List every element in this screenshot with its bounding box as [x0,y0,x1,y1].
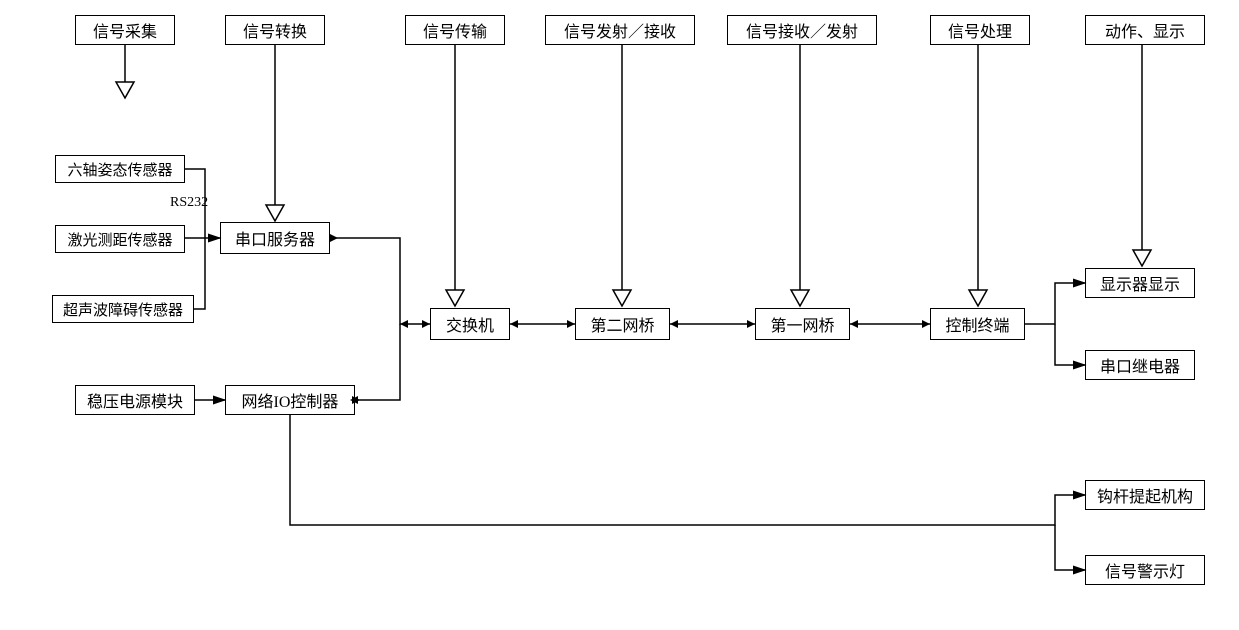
label-rs232: RS232 [170,195,208,211]
box-netio-controller: 网络IO控制器 [225,385,355,415]
box-serial-server: 串口服务器 [220,222,330,254]
hdr-signal-rxtx: 信号接收／发射 [727,15,877,45]
hdr-signal-txrx: 信号发射／接收 [545,15,695,45]
box-power-module: 稳压电源模块 [75,385,195,415]
box-hook-lift: 钩杆提起机构 [1085,480,1205,510]
box-6axis-sensor: 六轴姿态传感器 [55,155,185,183]
hdr-signal-process: 信号处理 [930,15,1030,45]
hdr-signal-convert: 信号转换 [225,15,325,45]
box-warn-light: 信号警示灯 [1085,555,1205,585]
box-serial-relay: 串口继电器 [1085,350,1195,380]
hdr-action-display: 动作、显示 [1085,15,1205,45]
box-display: 显示器显示 [1085,268,1195,298]
box-switch: 交换机 [430,308,510,340]
hdr-signal-acquire: 信号采集 [75,15,175,45]
box-bridge1: 第一网桥 [755,308,850,340]
box-ctrl-terminal: 控制终端 [930,308,1025,340]
box-laser-sensor: 激光测距传感器 [55,225,185,253]
hdr-signal-transmit: 信号传输 [405,15,505,45]
box-bridge2: 第二网桥 [575,308,670,340]
box-ultrasonic-sensor: 超声波障碍传感器 [52,295,194,323]
